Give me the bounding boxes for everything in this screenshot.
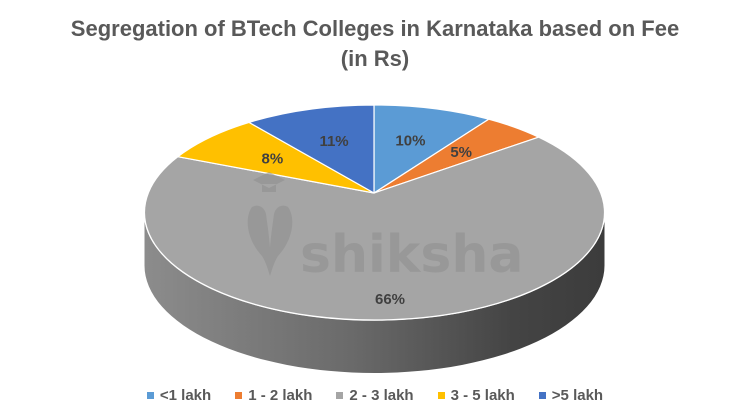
legend-swatch-icon (235, 392, 243, 399)
chart-title-main: Segregation of BTech Colleges in Karnata… (70, 16, 680, 41)
legend-label: 1 - 2 lakh (248, 387, 313, 404)
watermark-text: shiksha (300, 225, 523, 285)
legend-item[interactable]: 3 - 5 lakh (437, 387, 515, 404)
legend-label: 2 - 3 lakh (349, 387, 414, 404)
legend-label: 3 - 5 lakh (450, 387, 515, 404)
watermark-figure-icon (247, 205, 293, 276)
legend-item[interactable]: 1 - 2 lakh (235, 387, 312, 404)
legend-swatch-icon (538, 392, 546, 399)
slice-lt-1-lakh[interactable] (373, 104, 490, 194)
slice-gt-5-lakh[interactable] (248, 104, 375, 194)
legend-swatch-icon (336, 392, 344, 399)
legend-label: >5 lakh (551, 387, 604, 404)
data-labels: 10% 5% 66% 8% 11% (262, 133, 473, 308)
legend-item[interactable]: >5 lakh (538, 387, 604, 404)
data-label: 10% (395, 133, 425, 150)
legend-item[interactable]: <1 lakh (146, 387, 212, 404)
chart-title-sub: (in Rs) (340, 46, 410, 71)
legend-swatch-icon (437, 392, 445, 399)
chart-legend: <1 lakh 1 - 2 lakh 2 - 3 lakh 3 - 5 lakh >5 … (0, 387, 750, 404)
data-label: 8% (262, 150, 284, 167)
data-label: 11% (319, 133, 348, 150)
chart-title: Segregation of BTech Colleges in Karnata… (0, 14, 750, 74)
data-label: 66% (375, 291, 405, 308)
pie-side-face (144, 212, 605, 373)
watermark-logo: shiksha (247, 172, 523, 285)
slice-3-5-lakh[interactable] (177, 121, 375, 194)
legend-swatch-icon (146, 392, 154, 399)
legend-item[interactable]: 2 - 3 lakh (336, 387, 414, 404)
data-label: 5% (450, 144, 472, 161)
pie-slices (143, 104, 606, 321)
legend-label: <1 lakh (159, 387, 212, 404)
watermark-cap-icon (253, 172, 285, 192)
